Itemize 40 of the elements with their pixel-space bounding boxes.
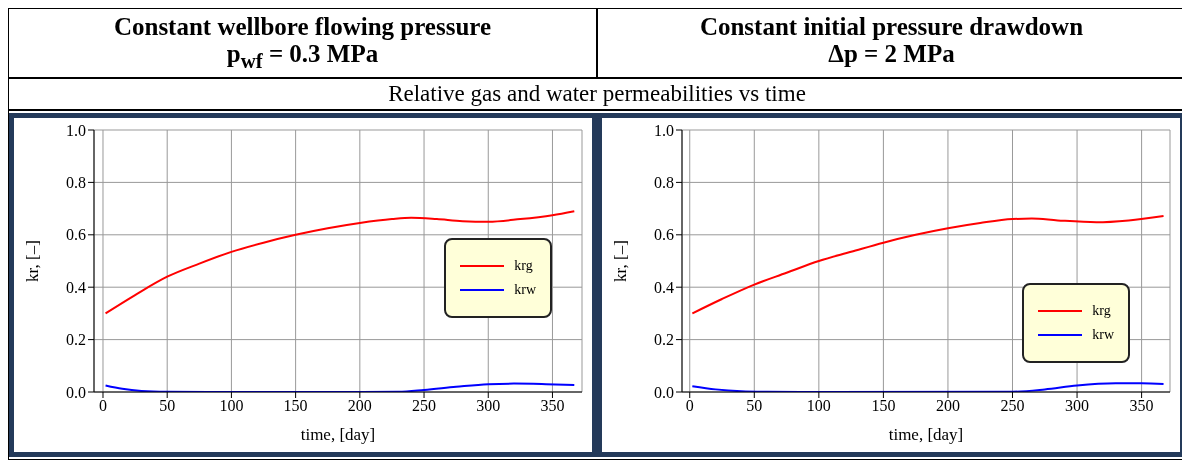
x-tick-label: 350 xyxy=(1129,397,1154,415)
x-tick-label: 0 xyxy=(98,397,107,415)
x-tick-label: 250 xyxy=(1000,397,1025,415)
y-tick-label: 0.6 xyxy=(66,226,86,244)
legend-label: krw xyxy=(514,282,536,298)
x-tick-label: 100 xyxy=(806,397,831,415)
y-tick-label: 0.4 xyxy=(66,278,86,296)
y-tick-label: 0.0 xyxy=(654,383,674,401)
chart-subtitle: Relative gas and water permeabilities vs time xyxy=(8,78,1182,110)
x-tick-label: 300 xyxy=(476,397,501,415)
x-tick-label: 50 xyxy=(159,397,176,415)
y-tick-label: 0.8 xyxy=(66,174,86,192)
y-axis-title: kr, [–] xyxy=(23,240,43,282)
y-tick-label: 0.2 xyxy=(654,331,674,349)
x-tick-label: 150 xyxy=(871,397,896,415)
y-tick-label: 1.0 xyxy=(654,121,674,139)
x-tick-label: 200 xyxy=(347,397,372,415)
legend-label: krg xyxy=(514,258,533,274)
x-tick-label: 300 xyxy=(1065,397,1090,415)
x-tick-label: 50 xyxy=(746,397,763,415)
x-axis-title: time, [day] xyxy=(888,425,964,444)
x-tick-label: 200 xyxy=(935,397,960,415)
x-tick-label: 350 xyxy=(540,397,565,415)
y-tick-label: 1.0 xyxy=(66,121,86,139)
line-series xyxy=(104,210,576,315)
legend-label: krg xyxy=(1092,303,1111,319)
x-tick-label: 0 xyxy=(685,397,694,415)
y-axis-title: kr, [–] xyxy=(611,240,631,282)
x-tick-label: 150 xyxy=(283,397,308,415)
y-tick-label: 0.8 xyxy=(654,174,674,192)
x-tick-label: 100 xyxy=(219,397,244,415)
x-axis-title: time, [day] xyxy=(300,425,376,444)
chart-title: Constant initial pressure drawdown Δp = 2 MPa xyxy=(698,13,1085,67)
y-tick-label: 0.2 xyxy=(66,331,86,349)
y-tick-label: 0.4 xyxy=(654,278,674,296)
y-tick-label: 0.0 xyxy=(66,383,86,401)
chart-title: Constant wellbore flowing pressure p$_{wf}$ = 0.3 MPa xyxy=(112,13,493,75)
legend-label: krw xyxy=(1092,327,1114,343)
y-tick-label: 0.6 xyxy=(654,226,674,244)
x-tick-label: 250 xyxy=(412,397,437,415)
